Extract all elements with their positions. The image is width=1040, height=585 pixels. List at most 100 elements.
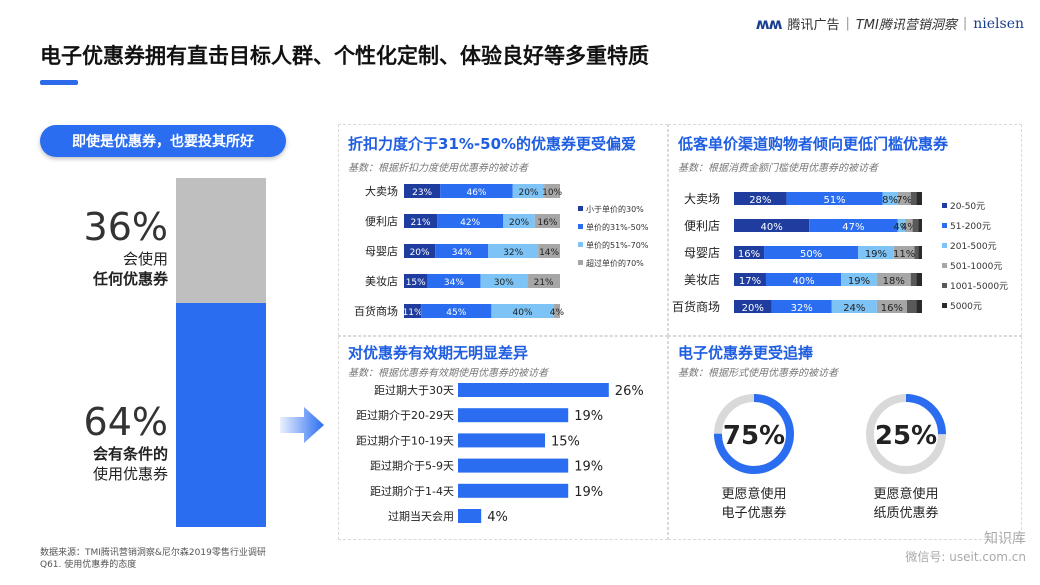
validity-bar <box>458 458 569 473</box>
discount-bar-segment <box>491 304 554 318</box>
discount-bar-segment <box>544 184 560 198</box>
threshold-bar-segment <box>858 246 894 259</box>
threshold-bar-segment <box>734 300 772 313</box>
discount-data-label: 30% <box>494 278 514 288</box>
top-stat: 36% 会使用 任何优惠券 <box>40 205 168 289</box>
validity-category-label: 距过期介于20-29天 <box>356 409 454 422</box>
validity-category-label: 距过期介于5-9天 <box>370 460 454 473</box>
validity-data-label: 19% <box>574 485 603 500</box>
format-caption-line1: 更愿意使用 <box>873 486 938 502</box>
source-line2: Q61. 使用优惠券的态度 <box>40 560 137 570</box>
format-donut-label: 25% <box>875 421 937 451</box>
threshold-bar-segment <box>918 246 922 259</box>
bottom-stat-line1: 会有条件的 <box>92 445 168 463</box>
threshold-bar-segment <box>771 300 832 313</box>
brand-logo: ʍʍ 腾讯广告 | TMI腾讯营销洞察 | nielsen <box>756 14 1024 34</box>
threshold-data-label: 20% <box>742 303 764 314</box>
threshold-legend-label: 1001-5000元 <box>950 282 1008 292</box>
discount-legend-label: 单价的51%-70% <box>586 240 649 250</box>
threshold-chart-note: 基数：根据消费金额门槛使用优惠券的被访者 <box>678 163 878 174</box>
conditional-coupon-bar <box>176 303 266 527</box>
discount-bar-segment <box>512 184 545 198</box>
discount-category-label: 大卖场 <box>365 184 398 198</box>
threshold-legend-swatch <box>942 303 947 308</box>
discount-legend-label: 小于单价的30% <box>586 204 644 214</box>
discount-bar-segment <box>480 274 528 288</box>
discount-category-label: 美妆店 <box>365 274 398 288</box>
discount-data-label: 15% <box>406 278 426 288</box>
threshold-bar-segment <box>916 192 922 205</box>
discount-category-label: 便利店 <box>365 214 398 228</box>
discount-data-label: 23% <box>412 188 432 198</box>
validity-data-label: 26% <box>615 384 644 399</box>
threshold-bar-segment <box>764 246 859 259</box>
validity-chart-title: 对优惠券有效期无明显差异 <box>348 344 529 362</box>
format-caption-line1: 更愿意使用 <box>721 486 786 502</box>
threshold-bar-segment <box>734 246 765 259</box>
threshold-data-label: 4% <box>901 222 917 233</box>
threshold-legend-label: 501-1000元 <box>950 262 1002 272</box>
discount-data-label: 45% <box>446 308 466 318</box>
brand-separator: | <box>845 16 850 31</box>
discount-category-label: 百货商场 <box>354 304 398 318</box>
validity-data-label: 15% <box>551 434 580 449</box>
threshold-data-label: 4% <box>893 222 909 233</box>
discount-legend-label: 超过单价的70% <box>586 258 644 268</box>
threshold-bar-segment <box>918 219 922 232</box>
discount-data-label: 20% <box>509 218 529 228</box>
top-stat-line1: 会使用 <box>122 250 168 268</box>
discount-bar-segment <box>503 214 535 228</box>
threshold-legend-label: 20-50元 <box>950 202 985 212</box>
threshold-bar-segment <box>831 300 877 313</box>
threshold-bar-segment <box>912 219 919 232</box>
validity-data-label: 19% <box>574 409 603 424</box>
discount-data-label: 21% <box>534 278 554 288</box>
discount-data-label: 11% <box>403 308 423 318</box>
threshold-category-label: 母婴店 <box>684 246 720 260</box>
threshold-data-label: 19% <box>865 249 887 260</box>
validity-data-label: 4% <box>487 510 508 525</box>
discount-chart-title: 折扣力度介于31%-50%的优惠券更受偏爱 <box>348 135 637 153</box>
threshold-bar-segment <box>916 273 922 286</box>
threshold-data-label: 18% <box>883 276 905 287</box>
threshold-data-label: 24% <box>843 303 865 314</box>
threshold-data-label: 28% <box>749 195 771 206</box>
title-underline <box>40 80 78 85</box>
discount-bar-segment <box>404 304 422 318</box>
threshold-bar-segment <box>765 273 842 286</box>
validity-category-label: 过期当天会用 <box>388 509 454 523</box>
page-title: 电子优惠券拥有直击目标人群、个性化定制、体验良好等多重特质 <box>40 44 649 68</box>
threshold-legend-label: 201-500元 <box>950 242 997 252</box>
discount-chart: 大卖场 23% 46% 20% 10% 便利店 21% 42% 20% 16% 母婴店 20% 34% 3… <box>354 184 649 318</box>
discount-bar-segment <box>437 214 504 228</box>
right-arrow-icon <box>280 407 324 443</box>
format-donut-arc <box>866 394 946 474</box>
panel-format <box>668 336 1022 540</box>
discount-legend-swatch <box>578 206 583 211</box>
panel-validity <box>338 336 668 540</box>
discount-data-label: 40% <box>513 308 533 318</box>
threshold-data-label: 17% <box>739 276 761 287</box>
discount-data-label: 32% <box>503 248 523 258</box>
left-badge: 即使是优惠券，也要投其所好 <box>40 125 286 157</box>
threshold-bar-segment <box>910 192 917 205</box>
discount-data-label: 34% <box>452 248 472 258</box>
discount-data-label: 20% <box>410 248 430 258</box>
threshold-legend-swatch <box>942 203 947 208</box>
discount-chart-note: 基数：根据折扣力度使用优惠券的被访者 <box>348 163 528 174</box>
brand-tmi: TMI腾讯营销洞察 <box>855 18 957 33</box>
threshold-legend-swatch <box>942 263 947 268</box>
discount-data-label: 10% <box>542 188 562 198</box>
format-chart-title: 电子优惠券更受追捧 <box>678 344 814 362</box>
threshold-data-label: 40% <box>760 222 782 233</box>
threshold-bar-segment <box>876 300 907 313</box>
threshold-legend-label: 5000元 <box>950 302 982 312</box>
source-note: 数据来源：TMI腾讯营销洞察&尼尔森2019零售行业调研 Q61. 使用优惠券的… <box>40 547 266 571</box>
watermark-line1: 知识库 <box>984 531 1026 547</box>
bottom-stat-percent: 64% <box>83 400 168 444</box>
bottom-stat-line2: 使用优惠券 <box>92 465 168 483</box>
discount-data-label: 16% <box>537 218 557 228</box>
discount-bar-segment <box>421 304 492 318</box>
discount-legend-swatch <box>578 260 583 265</box>
threshold-chart: 大卖场 28% 51% 8%7% 便利店 40% 47% 4%4% 母婴店 16% 50% 19% 11… <box>672 192 1008 314</box>
